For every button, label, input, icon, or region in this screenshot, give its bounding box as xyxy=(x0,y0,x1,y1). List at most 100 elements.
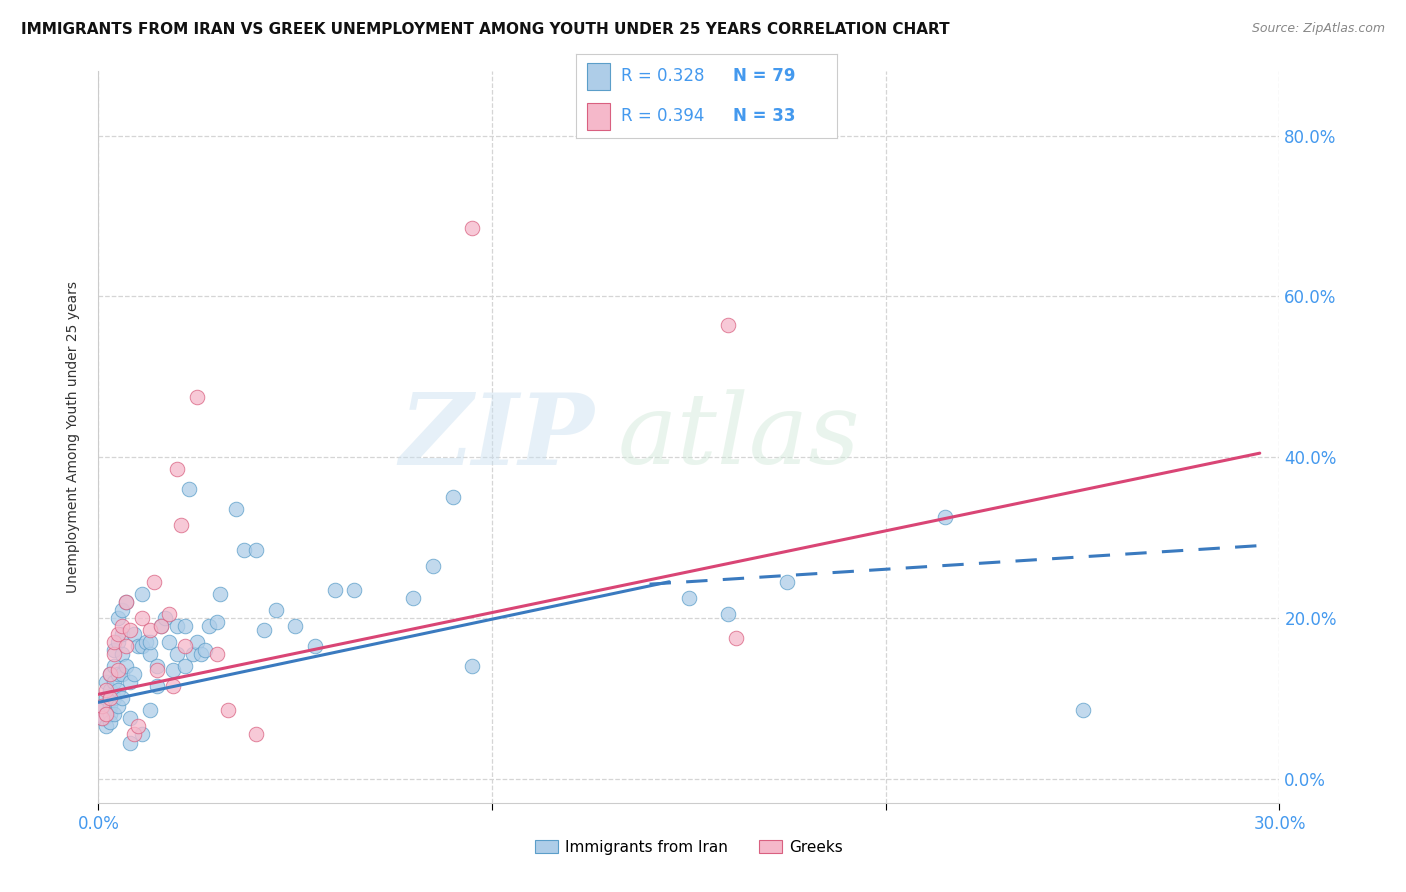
Point xyxy=(245,727,267,741)
Point xyxy=(107,667,129,681)
Point xyxy=(131,587,153,601)
Point xyxy=(717,607,740,621)
Point xyxy=(115,595,138,609)
Point xyxy=(181,647,204,661)
Point xyxy=(107,627,129,641)
Bar xyxy=(586,103,610,130)
Point xyxy=(118,735,141,749)
Point xyxy=(103,635,125,649)
Text: R = 0.394: R = 0.394 xyxy=(620,107,704,125)
Point xyxy=(150,619,173,633)
Text: R = 0.328: R = 0.328 xyxy=(620,68,704,86)
Point xyxy=(107,683,129,698)
Point xyxy=(402,591,425,605)
Point xyxy=(103,643,125,657)
Point xyxy=(111,627,134,641)
Point xyxy=(127,719,149,733)
Point xyxy=(98,683,121,698)
Point xyxy=(115,639,138,653)
Point xyxy=(253,623,276,637)
Point xyxy=(233,542,256,557)
Point xyxy=(225,502,247,516)
Point xyxy=(122,727,145,741)
Point xyxy=(122,667,145,681)
Point xyxy=(174,619,197,633)
Point xyxy=(150,619,173,633)
Point xyxy=(107,635,129,649)
Point xyxy=(96,707,118,722)
Point xyxy=(103,707,125,722)
Point xyxy=(118,623,141,637)
Point xyxy=(98,691,121,706)
Point xyxy=(91,699,114,714)
Point xyxy=(461,221,484,235)
Point xyxy=(1071,703,1094,717)
Point xyxy=(96,675,118,690)
Point xyxy=(111,647,134,661)
Point xyxy=(155,611,177,625)
Point xyxy=(91,711,114,725)
Point xyxy=(98,707,121,722)
Point xyxy=(422,558,444,573)
Point xyxy=(162,663,184,677)
Point xyxy=(98,691,121,706)
Point xyxy=(776,574,799,589)
Point xyxy=(107,663,129,677)
Point xyxy=(91,711,114,725)
Point xyxy=(115,595,138,609)
Point xyxy=(127,639,149,653)
Point xyxy=(146,663,169,677)
Point xyxy=(461,659,484,673)
Point xyxy=(190,647,212,661)
Point xyxy=(717,318,740,332)
Point xyxy=(98,667,121,681)
Point xyxy=(93,711,115,725)
Point xyxy=(138,647,160,661)
Point xyxy=(343,582,366,597)
Point xyxy=(304,639,326,653)
Point xyxy=(96,719,118,733)
Point xyxy=(205,615,228,629)
Point xyxy=(111,667,134,681)
Text: N = 33: N = 33 xyxy=(733,107,794,125)
Point xyxy=(111,619,134,633)
Point xyxy=(166,647,188,661)
Point xyxy=(138,635,160,649)
Point xyxy=(103,659,125,673)
Bar xyxy=(586,62,610,90)
Point xyxy=(186,390,208,404)
Point xyxy=(174,659,197,673)
Point xyxy=(170,518,193,533)
Point xyxy=(111,603,134,617)
Y-axis label: Unemployment Among Youth under 25 years: Unemployment Among Youth under 25 years xyxy=(66,281,80,593)
Point xyxy=(194,643,217,657)
Point xyxy=(135,635,157,649)
Point xyxy=(96,683,118,698)
Point xyxy=(96,691,118,706)
Point xyxy=(177,483,200,497)
Text: N = 79: N = 79 xyxy=(733,68,794,86)
Point xyxy=(118,675,141,690)
Point xyxy=(157,635,180,649)
Point xyxy=(103,675,125,690)
Point xyxy=(118,711,141,725)
Point xyxy=(146,659,169,673)
Point xyxy=(209,587,232,601)
Point xyxy=(131,639,153,653)
Point xyxy=(131,727,153,741)
Point xyxy=(103,691,125,706)
Point xyxy=(98,699,121,714)
Point xyxy=(131,611,153,625)
Point xyxy=(197,619,219,633)
Point xyxy=(441,491,464,505)
Point xyxy=(323,582,346,597)
Point xyxy=(205,647,228,661)
Point xyxy=(174,639,197,653)
Point xyxy=(115,659,138,673)
Point xyxy=(725,631,748,645)
Point xyxy=(146,679,169,693)
Point xyxy=(111,691,134,706)
Point xyxy=(217,703,239,717)
Point xyxy=(166,462,188,476)
Point xyxy=(678,591,700,605)
